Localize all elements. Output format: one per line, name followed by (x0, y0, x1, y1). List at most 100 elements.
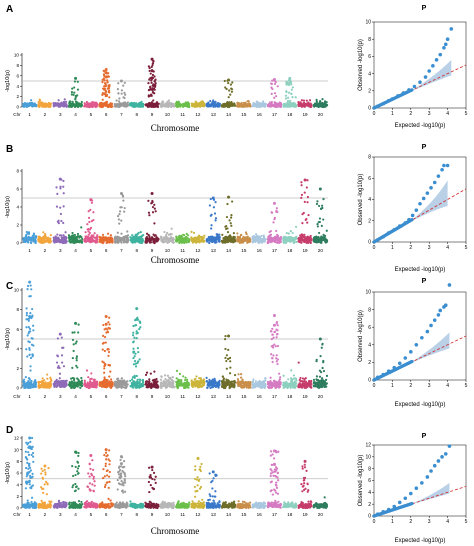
snp-point (55, 186, 58, 189)
snp-point (246, 383, 249, 387)
snp-point (153, 207, 156, 210)
snp-point (196, 236, 200, 239)
snp-point (199, 380, 202, 384)
snp-point (165, 104, 169, 107)
snp-point (58, 377, 61, 380)
snp-point (184, 378, 187, 382)
snp-point (253, 103, 256, 106)
snp-point (106, 380, 109, 383)
snp-point (179, 383, 182, 386)
snp-point (70, 103, 74, 106)
snp-point (111, 241, 114, 244)
snp-point (44, 381, 47, 384)
snp-point (73, 103, 77, 106)
snp-point (87, 376, 90, 379)
snp-point (38, 380, 41, 384)
snp-point (227, 96, 230, 99)
snp-point (301, 105, 304, 108)
snp-point (24, 236, 27, 239)
snp-point (227, 240, 230, 243)
snp-point (228, 238, 231, 242)
peak-snp-point (227, 195, 231, 199)
snp-point (264, 102, 267, 106)
snp-point (147, 65, 150, 68)
snp-point (126, 230, 129, 233)
snp-point (322, 218, 325, 221)
snp-point (178, 372, 182, 375)
snp-point (27, 237, 31, 241)
snp-point (33, 380, 37, 383)
snp-point (25, 233, 28, 236)
snp-point (62, 179, 65, 183)
snp-point (171, 376, 174, 379)
snp-point (324, 241, 328, 244)
snp-point (321, 98, 324, 101)
snp-point (120, 232, 123, 235)
snp-point (276, 383, 280, 387)
chromosome-tick-label: 15 (241, 112, 247, 117)
snp-point (102, 380, 105, 384)
snp-point (177, 381, 180, 384)
snp-point (223, 79, 226, 83)
snp-point (206, 386, 209, 390)
snp-point (152, 240, 155, 243)
snp-point (99, 238, 102, 241)
snp-point (227, 236, 230, 239)
snp-point (215, 241, 218, 244)
snp-point (197, 234, 201, 237)
snp-point (101, 80, 104, 84)
snp-point (230, 90, 234, 93)
snp-point (205, 376, 208, 379)
snp-point (88, 380, 92, 383)
snp-point (109, 234, 113, 237)
snp-point (120, 92, 123, 95)
snp-point (135, 374, 138, 378)
snp-point (255, 236, 258, 240)
snp-point (160, 386, 163, 390)
snp-point (167, 233, 170, 236)
snp-point (225, 379, 229, 383)
snp-point (43, 384, 46, 387)
chromosome-tick-label: 16 (257, 112, 263, 117)
snp-point (47, 104, 51, 107)
snp-point (198, 105, 202, 108)
snp-point (153, 378, 156, 381)
snp-point (213, 384, 217, 388)
snp-point (156, 105, 160, 109)
snp-point (258, 240, 262, 243)
chromosome-tick-label: 1 (28, 248, 31, 253)
snp-point (104, 95, 107, 98)
snp-point (148, 383, 151, 386)
snp-point (148, 88, 151, 91)
snp-point (116, 88, 119, 91)
snp-point (24, 375, 27, 379)
snp-point (154, 384, 157, 387)
snp-point (29, 384, 32, 388)
chromosome-tick-label: 18 (287, 112, 293, 117)
snp-point (321, 236, 325, 240)
snp-point (159, 381, 163, 385)
chromosome-tick-label: 5 (90, 112, 93, 117)
snp-point (194, 385, 197, 388)
snp-point (76, 235, 79, 239)
snp-point (172, 102, 175, 106)
snp-point (109, 370, 112, 373)
snp-point (237, 380, 240, 383)
snp-point (96, 234, 99, 237)
snp-point (208, 241, 211, 245)
snp-point (287, 102, 290, 106)
snp-point (53, 103, 56, 106)
snp-point (288, 81, 291, 85)
snp-point (153, 222, 156, 225)
snp-point (230, 380, 233, 383)
snp-point (307, 213, 310, 217)
snp-point (187, 105, 191, 109)
snp-point (168, 238, 172, 242)
snp-point (24, 240, 27, 244)
snp-point (251, 386, 254, 389)
snp-point (317, 105, 320, 108)
snp-point (224, 239, 228, 242)
snp-point (43, 235, 46, 239)
chromosome-tick-label: 11 (180, 394, 185, 399)
